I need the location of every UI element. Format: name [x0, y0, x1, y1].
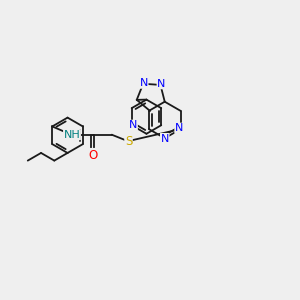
Text: NH: NH [64, 130, 80, 140]
Text: N: N [160, 134, 169, 143]
Text: N: N [175, 123, 183, 133]
Text: N: N [129, 120, 137, 130]
Text: N: N [157, 79, 166, 89]
Text: O: O [88, 148, 97, 161]
Text: N: N [140, 78, 148, 88]
Text: S: S [125, 135, 132, 148]
